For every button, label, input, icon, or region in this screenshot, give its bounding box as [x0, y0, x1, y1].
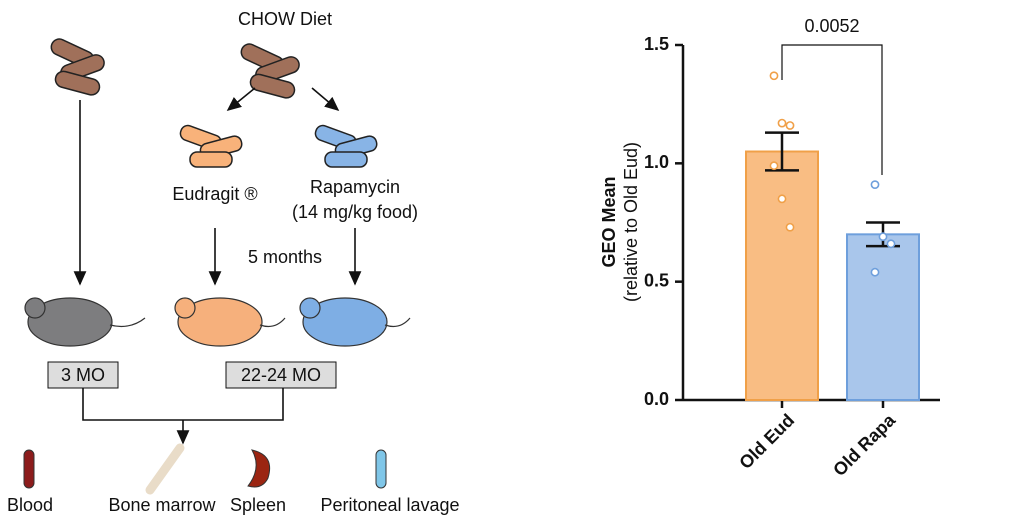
data-point — [878, 232, 888, 242]
chart: GEO Mean (relative to Old Eud) 0.0052 — [599, 16, 883, 302]
y-tick-label: 0.5 — [644, 270, 669, 290]
tissue-label: Peritoneal lavage — [320, 495, 459, 515]
data-point — [886, 239, 896, 249]
tissue-label: Blood — [7, 495, 53, 515]
data-point — [777, 194, 787, 204]
pellets-orange — [179, 124, 243, 168]
p-value: 0.0052 — [804, 16, 859, 36]
y-tick-label: 0.0 — [644, 389, 669, 409]
y-tick-label: 1.0 — [644, 152, 669, 172]
label-box — [47, 361, 119, 389]
x-tick-label: Old Rapa — [829, 409, 900, 480]
diagram: CHOW Diet Eudragit ® Rapamycin (14 mg/kg… — [7, 9, 460, 515]
diet-label: CHOW Diet — [238, 9, 332, 29]
eudragit-label: Eudragit ® — [172, 184, 257, 204]
dose-label: (14 mg/kg food) — [292, 202, 418, 222]
mice — [24, 297, 411, 347]
error-bar — [765, 131, 799, 172]
old-label: 22-24 MO — [241, 365, 321, 385]
data-point — [769, 71, 779, 81]
data-point — [785, 121, 795, 130]
arrow — [311, 87, 340, 112]
data-point — [769, 161, 779, 171]
tissue-icons — [23, 443, 387, 495]
tissue-label: Spleen — [230, 495, 286, 515]
data-point — [870, 180, 880, 190]
bar — [745, 150, 819, 401]
rapamycin-label: Rapamycin — [310, 177, 400, 197]
duration-label: 5 months — [248, 247, 322, 267]
arrow — [226, 87, 256, 112]
pellets-blue — [314, 124, 378, 168]
data-point — [870, 267, 880, 277]
label-box — [225, 361, 337, 389]
significance-bracket — [781, 44, 883, 175]
bracket — [82, 388, 284, 421]
data-point — [785, 222, 795, 232]
x-tick-label: Old Eud — [735, 410, 798, 473]
y-tick-label: 1.5 — [644, 34, 669, 54]
young-label: 3 MO — [61, 365, 105, 385]
tissue-label: Bone marrow — [108, 495, 216, 515]
bar — [846, 233, 920, 401]
pellets-brown — [50, 38, 300, 99]
data-point — [777, 118, 787, 128]
y-axis-title: GEO Mean — [599, 176, 619, 267]
y-axis-subtitle: (relative to Old Eud) — [621, 142, 641, 302]
